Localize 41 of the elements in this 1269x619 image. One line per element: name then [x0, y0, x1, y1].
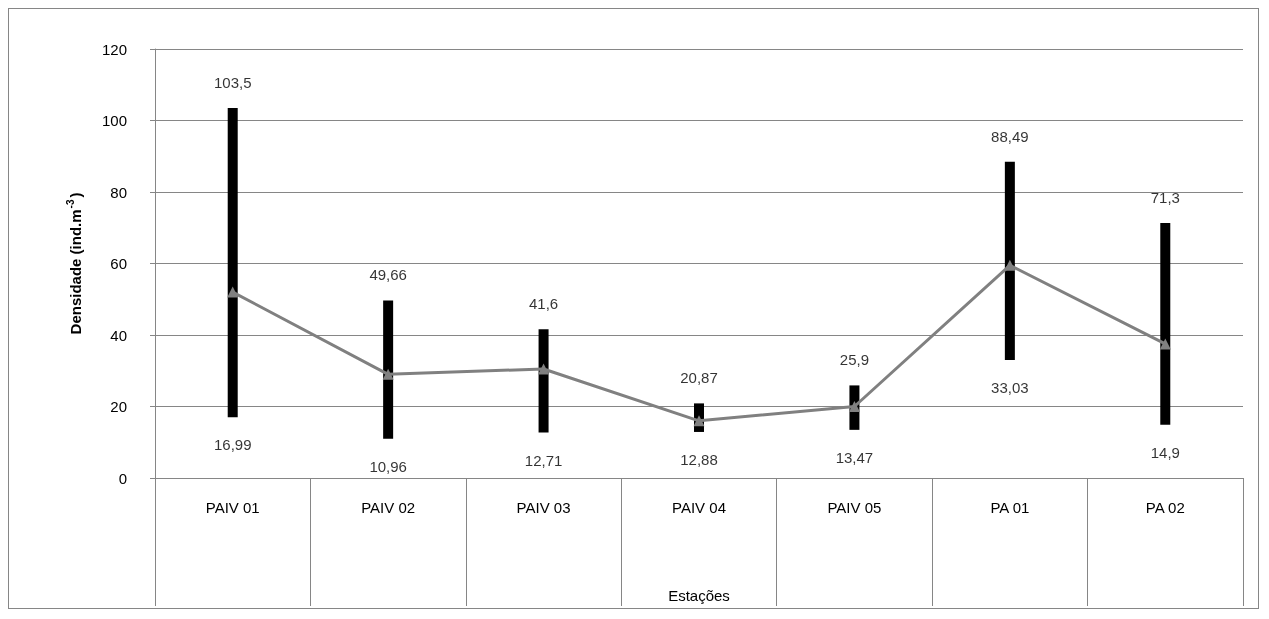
point: [382, 368, 394, 380]
x-tick-label: PAIV 03: [516, 499, 571, 516]
annotation: 88,49: [991, 127, 1029, 145]
y-tick-label: 80: [110, 183, 127, 201]
annotation: 41,6: [528, 295, 559, 313]
annotation: 13,47: [835, 448, 874, 466]
annotation: 12,71: [524, 451, 563, 469]
bar: [538, 329, 549, 433]
point: [848, 401, 860, 412]
y-tick-label: 0: [118, 469, 127, 487]
bar: [1160, 223, 1171, 425]
annotation: 33,03: [991, 378, 1029, 396]
y-tick-label: 120: [101, 40, 127, 58]
annotation: 25,9: [839, 351, 870, 369]
point: [693, 415, 705, 427]
annotation: 20,87: [680, 369, 718, 387]
annotation: 71,3: [1150, 189, 1180, 207]
annotation: 16,99: [213, 436, 252, 454]
annotation: 10,96: [369, 457, 407, 475]
y-tick-label: 60: [110, 255, 127, 272]
point: [227, 286, 239, 298]
x-tick-label: PAIV 02: [361, 499, 416, 516]
y-tick-label: 20: [110, 398, 127, 415]
bar: [383, 300, 394, 439]
x-tick-label: PA 02: [1145, 499, 1185, 516]
annotation: 12,88: [680, 450, 718, 468]
x-tick-label: PA 01: [990, 499, 1030, 516]
x-tick-label: PAIV 04: [672, 499, 726, 516]
y-tick-label: 100: [101, 112, 127, 129]
bar: [1004, 161, 1015, 360]
point: [538, 363, 550, 375]
annotation: 14,9: [1150, 443, 1180, 461]
bar: [227, 107, 238, 418]
y-tick-label: 40: [110, 326, 127, 344]
y-axis-title: Densidade (ind.m-3): [64, 192, 84, 335]
x-tick-label: PAIV 01: [205, 499, 260, 516]
annotation: 49,66: [369, 266, 407, 284]
point: [1159, 338, 1171, 350]
annotation: 103,5: [213, 73, 252, 91]
x-tick-label: PAIV 05: [827, 499, 882, 516]
x-axis-title: Estações: [668, 587, 730, 604]
